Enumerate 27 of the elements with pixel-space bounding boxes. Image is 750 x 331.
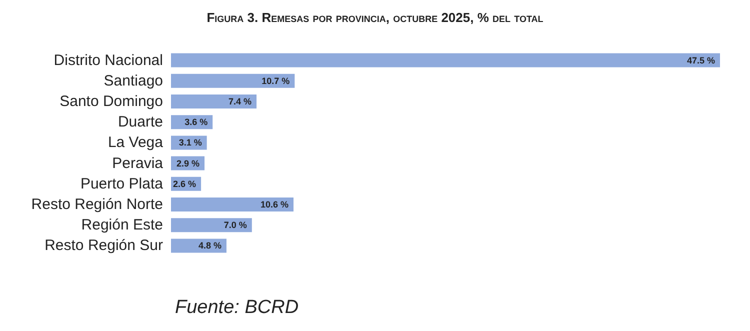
y-tick-label: Duarte xyxy=(118,114,163,131)
data-label: 10.6 % xyxy=(260,200,289,210)
y-tick-label: Puerto Plata xyxy=(80,175,164,192)
bar xyxy=(171,53,720,68)
y-tick-label: Resto Región Sur xyxy=(44,237,163,254)
data-label: 47.5 % xyxy=(686,55,715,66)
data-label: 7.4 % xyxy=(228,96,252,106)
data-label: 4.8 % xyxy=(198,240,222,251)
bar xyxy=(171,197,294,212)
data-label: 3.6 % xyxy=(184,117,208,128)
y-tick-label: Región Este xyxy=(81,216,163,234)
data-label: 3.1 % xyxy=(178,138,202,148)
bar xyxy=(171,74,295,88)
bar xyxy=(171,218,252,232)
data-label: 10.7 % xyxy=(262,76,290,86)
y-tick-label: Resto Región Norte xyxy=(31,196,163,213)
y-tick-label: La Vega xyxy=(108,134,164,152)
data-label: 7.0 % xyxy=(224,220,247,230)
source-note: Fuente: BCRD xyxy=(175,297,299,318)
y-tick-label: Peravia xyxy=(112,154,164,172)
y-tick-label: Distrito Nacional xyxy=(54,52,163,69)
data-label: 2.9 % xyxy=(176,158,200,168)
y-tick-label: Santo Domingo xyxy=(60,93,163,110)
chart-title: Figura 3. Remesas por provincia, octubre 2025, % del total xyxy=(206,10,544,25)
y-tick-label: Santiago xyxy=(104,72,163,90)
bar xyxy=(171,94,257,109)
data-label: 2.6 % xyxy=(173,178,196,189)
